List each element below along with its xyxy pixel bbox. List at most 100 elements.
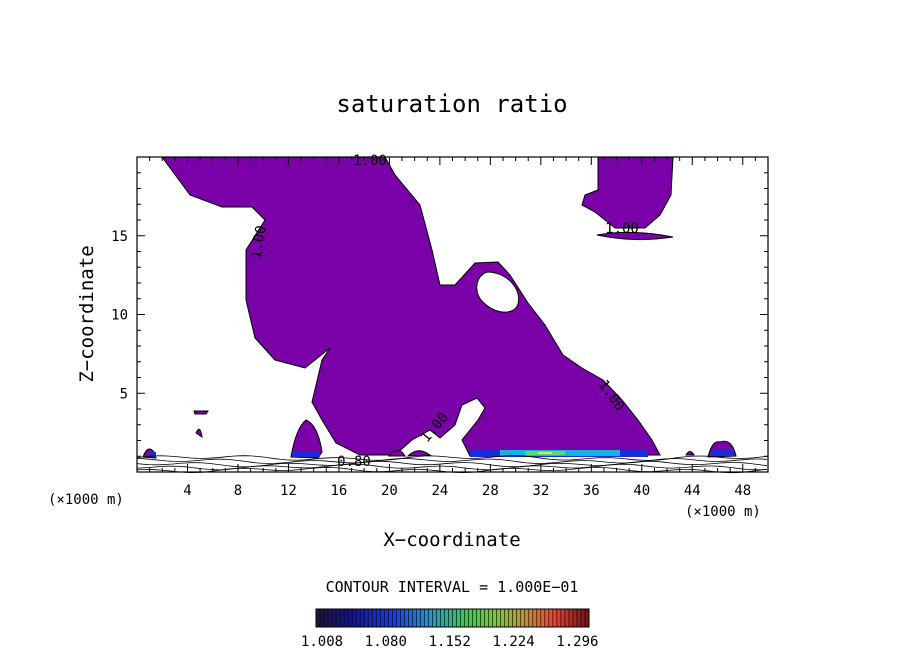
saturated-region — [142, 156, 737, 459]
colorbar-cell — [340, 609, 345, 627]
x-tick-label: 40 — [633, 483, 650, 499]
unsaturated-hole — [476, 271, 520, 313]
colorbar-cell — [464, 609, 469, 627]
colorbar-cell — [436, 609, 441, 627]
y-axis-label: Z−coordinate — [76, 245, 98, 382]
surface-contour-line — [136, 455, 768, 461]
colorbar-cell — [396, 609, 401, 627]
colorbar-cell — [404, 609, 409, 627]
chart-title: saturation ratio — [336, 90, 567, 118]
colorbar-label: 1.008 — [301, 634, 343, 650]
colorbar-cell — [540, 609, 546, 627]
colorbar-cell — [356, 609, 361, 627]
colorbar-cell — [408, 609, 413, 627]
colorbar-cell — [452, 609, 457, 627]
colorbar-cell — [324, 609, 329, 627]
colorbar-cell — [348, 609, 353, 627]
saturated-region-upper-right — [581, 156, 674, 229]
colorbar-cell — [544, 609, 550, 627]
contour-label: 1.00 — [605, 221, 639, 237]
colorbar-cell — [524, 609, 530, 627]
contour-interval: CONTOUR INTERVAL = 1.000E−01 — [326, 578, 579, 596]
contour-label: 0.80 — [337, 454, 371, 470]
colorbar-cell — [552, 609, 558, 627]
colorbar-cell — [432, 609, 437, 627]
colorbar-cell — [420, 609, 425, 627]
saturated-patch — [193, 410, 209, 415]
colorbar-cell — [372, 609, 377, 627]
colorbar-cell — [480, 609, 485, 627]
colorbar-cell — [400, 609, 405, 627]
colorbar-cell — [492, 609, 497, 627]
colorbar — [315, 608, 590, 628]
y-tick-label: 10 — [111, 308, 128, 324]
colorbar-cell — [548, 609, 554, 627]
colorbar-cell — [444, 609, 449, 627]
colorbar-cell — [380, 609, 385, 627]
saturated-patch — [406, 450, 432, 457]
colorbar-cell — [560, 609, 566, 627]
saturated-patch — [195, 428, 203, 439]
colorbar-cell — [584, 609, 590, 627]
high-saturation-band — [538, 452, 552, 454]
colorbar-ticks: 1.008 1.080 1.152 1.224 1.296 — [301, 634, 599, 650]
colorbar-label: 1.224 — [492, 634, 534, 650]
x-tick-label: 48 — [734, 483, 751, 499]
colorbar-cell — [320, 609, 325, 627]
surface-contour-line — [136, 463, 768, 471]
colorbar-cell — [316, 609, 321, 627]
colorbar-cell — [424, 609, 429, 627]
colorbar-cell — [412, 609, 417, 627]
colorbar-cell — [336, 609, 341, 627]
x-tick-label: 20 — [381, 483, 398, 499]
contour-label: 1.00 — [248, 224, 270, 260]
colorbar-cell — [328, 609, 333, 627]
colorbar-cell — [388, 609, 393, 627]
y-tick-label: 15 — [111, 229, 128, 245]
x-tick-label: 16 — [330, 483, 347, 499]
colorbar-cell — [364, 609, 369, 627]
colorbar-cell — [500, 609, 505, 627]
colorbar-cell — [468, 609, 473, 627]
colorbar-cell — [516, 609, 522, 627]
colorbar-frame — [315, 608, 590, 628]
contour-label: 1.00 — [353, 153, 387, 169]
colorbar-cell — [448, 609, 453, 627]
colorbar-cell — [368, 609, 373, 627]
colorbar-cell — [504, 609, 510, 627]
x-tick-label: 8 — [234, 483, 242, 499]
x-unit-left: (×1000 m) — [48, 492, 124, 508]
colorbar-cell — [536, 609, 542, 627]
x-tick-label: 24 — [431, 483, 448, 499]
colorbar-cell — [572, 609, 578, 627]
colorbar-cell — [484, 609, 489, 627]
colorbar-cell — [416, 609, 421, 627]
colorbar-cell — [384, 609, 389, 627]
colorbar-cell — [488, 609, 493, 627]
high-saturation-band — [292, 452, 320, 457]
colorbar-cell — [520, 609, 526, 627]
colorbar-cell — [576, 609, 582, 627]
x-tick-label: 44 — [684, 483, 701, 499]
colorbar-cell — [496, 609, 501, 627]
colorbar-cell — [568, 609, 574, 627]
colorbar-cell — [456, 609, 461, 627]
saturated-patch — [685, 451, 695, 456]
colorbar-label: 1.080 — [365, 634, 407, 650]
surface-contour-line — [136, 460, 768, 468]
colorbar-label: 1.152 — [429, 634, 471, 650]
y-tick-label: 5 — [120, 386, 128, 402]
colorbar-cell — [580, 609, 586, 627]
high-saturation-band — [712, 449, 734, 456]
colorbar-cell — [344, 609, 349, 627]
colorbar-label: 1.296 — [556, 634, 598, 650]
colorbar-cell — [472, 609, 477, 627]
colorbar-cell — [556, 609, 562, 627]
x-tick-label: 28 — [482, 483, 499, 499]
colorbar-cell — [376, 609, 381, 627]
colorbar-cell — [460, 609, 465, 627]
x-tick-label: 32 — [532, 483, 549, 499]
x-unit-right: (×1000 m) — [685, 504, 761, 520]
